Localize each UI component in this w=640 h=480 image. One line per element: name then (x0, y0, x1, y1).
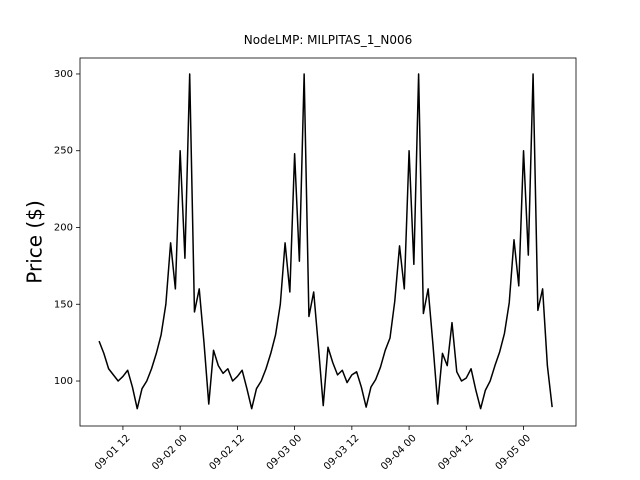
x-tick-label: 09-04 12 (436, 433, 476, 473)
y-tick-label: 300 (54, 69, 73, 80)
x-tick-label: 09-02 12 (207, 433, 247, 473)
x-tick-label: 09-01 12 (93, 433, 133, 473)
y-axis-label: Price ($) (23, 200, 47, 283)
y-tick-label: 150 (54, 299, 73, 310)
x-tick-label: 09-04 00 (379, 433, 419, 473)
x-tick-label: 09-03 00 (265, 433, 305, 473)
x-tick-label: 09-05 00 (494, 433, 534, 473)
y-tick-label: 100 (54, 376, 73, 387)
x-tick-label: 09-03 12 (322, 433, 362, 473)
y-tick-label: 250 (54, 146, 73, 157)
plot-frame (79, 57, 577, 427)
chart-title: NodeLMP: MILPITAS_1_N006 (244, 33, 413, 47)
y-tick-label: 200 (54, 222, 73, 233)
price-line (98, 73, 553, 410)
x-tick-label: 09-02 00 (150, 433, 190, 473)
